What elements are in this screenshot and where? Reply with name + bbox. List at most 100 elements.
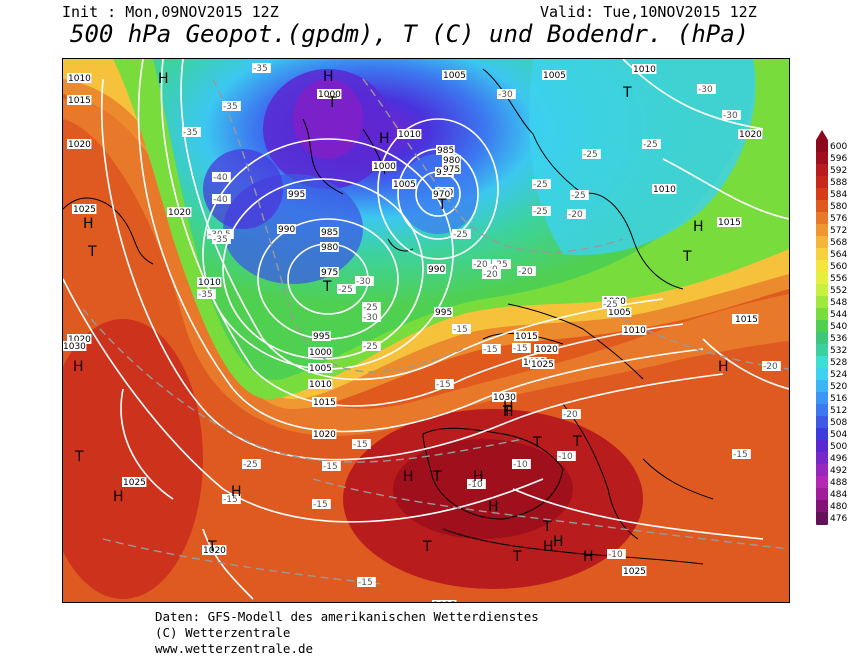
legend-swatch [816,260,828,272]
temperature-label-bg [517,266,536,276]
pressure-label: 975 [321,268,338,278]
pressure-label: 1005 [393,180,416,190]
pressure-label-bg [622,566,647,576]
temperature-label: -15 [453,325,468,335]
high-pressure-marker: H [73,359,84,375]
temperature-label: -15 [733,450,748,460]
temperature-label-bg [482,269,501,279]
coastlines [63,68,714,565]
pressure-label: 985 [437,146,454,156]
high-pressure-marker: H [488,499,499,515]
temperature-label-bg [312,499,331,509]
temperature-label: -15 [223,495,238,505]
legend-value: 568 [830,238,847,248]
temperature-label: -30 [698,85,713,95]
low-core-4 [203,149,283,229]
legend-swatch [816,464,828,476]
temperature-label: -35 [183,128,198,138]
pressure-label: 1010 [633,65,656,75]
pressure-label: 1020 [739,130,762,140]
high-pressure-marker: H [503,399,514,415]
high-pressure-marker: H [158,71,169,87]
temperature-label: -15 [313,500,328,510]
temperature-label-bg [252,63,271,73]
legend-value: 496 [830,454,847,464]
pressure-label-bg [317,89,342,99]
legend-swatch [816,512,828,524]
legend-value: 592 [830,166,847,176]
low-pressure-marker: T [422,539,432,555]
temperature-label: -15 [353,440,368,450]
temperature-label: -30 [363,313,378,323]
init-time: Init : Mon,09NOV2015 12Z [62,3,279,21]
temperature-label-bg [492,259,511,269]
legend-value: 596 [830,154,847,164]
pressure-label-bg [652,184,677,194]
pressure-label-bg [287,189,306,199]
temperature-label-bg [362,312,381,322]
legend-swatch [816,224,828,236]
legend-value: 564 [830,250,847,260]
temperature-label: -25 [243,460,258,470]
temperature-label: -35 [223,102,238,112]
pressure-label-bg [202,545,227,555]
pressure-label: 1005 [443,71,466,81]
temperature-label: -25 [533,180,548,190]
legend-value: 512 [830,406,847,416]
legend-swatch [816,188,828,200]
pressure-label: 1010 [198,278,221,288]
high-pressure-marker: H [718,359,729,375]
temperature-label: -35 [253,64,268,74]
high-pressure-marker: H [83,216,94,232]
pressure-label: 1025 [123,478,146,488]
low-core-1b [293,79,363,159]
pressure-label-bg [492,392,517,402]
legend-swatch [816,152,828,164]
pressure-label: 1000 [318,90,341,100]
legend-value: 528 [830,358,847,368]
legend-swatch [816,428,828,440]
pressure-label-bg [442,164,461,174]
low-pressure-marker: T [327,95,337,111]
legend-arrow-down [816,524,828,525]
legend-swatch [816,248,828,260]
legend-swatch [816,452,828,464]
high-pressure-marker: H [693,219,704,235]
legend-swatch [816,344,828,356]
temperature-label-bg [197,289,216,299]
temperature-label-bg [472,259,491,269]
pressure-label: 1010 [653,185,676,195]
high-pressure-marker: H [473,469,484,485]
temperature-label: -35 [213,235,228,245]
pressure-label: 1025 [433,601,456,603]
temperature-label: -20 [763,362,778,372]
pressure-label-bg [738,129,763,139]
pressure-label: 1010 [309,380,332,390]
temperature-label-bg [362,302,381,312]
temperature-label-bg [497,89,516,99]
legend-value: 492 [830,466,847,476]
legend-swatch [816,176,828,188]
temperature-label-bg [607,549,626,559]
pressure-label-bg [434,307,453,317]
high-pressure-marker: H [503,404,514,420]
legend-value: 504 [830,430,847,440]
pressure-label: 1015 [515,332,538,342]
legend-value: 484 [830,490,847,500]
low-pressure-marker: T [572,434,582,450]
low-pressure-marker: T [502,404,512,420]
temperature-label-bg [212,234,231,244]
legend-value: 544 [830,310,847,320]
pressure-label: 1020 [535,345,558,355]
temperature-label: -30 [723,111,738,121]
temperature-label-bg [567,209,586,219]
temperature-label: -10 [513,460,528,470]
pressure-label-bg [397,129,422,139]
temperature-label: -25 [571,191,586,201]
temperature-label-bg [557,451,576,461]
pressure-label: 995 [313,332,330,342]
pressure-label-bg [514,331,539,341]
legend-value: 548 [830,298,847,308]
temperature-label: -25 [363,342,378,352]
temperature-label: -15 [513,344,528,354]
